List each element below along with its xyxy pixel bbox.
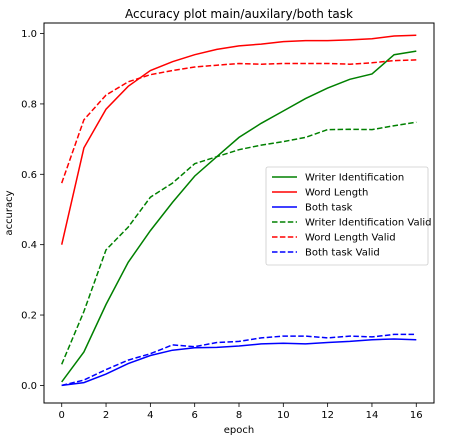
y-tick-label: 1.0 [21,29,37,40]
axis-ticks: 0 2 4 6 8 10 12 14 16 0.0 0.2 0.4 0.6 0.8 1.0 [21,29,423,421]
y-tick-label: 0.0 [21,381,37,392]
legend-label-both-task-valid: Both task Valid [305,248,380,259]
chart-title: Accuracy plot main/auxilary/both task [125,7,353,21]
series-lines [60,34,417,387]
y-tick-label: 0.4 [21,240,37,251]
x-tick-label: 14 [366,410,379,421]
x-tick-label: 8 [236,410,242,421]
x-tick-label: 6 [191,410,197,421]
legend-label-both-task: Both task [305,203,353,214]
x-tick-label: 4 [147,410,153,421]
x-tick-label: 10 [277,410,290,421]
legend-box [265,166,429,266]
series-line-both-task-valid [61,333,417,387]
series-line-both-task [61,338,417,387]
series-line-writer-identification-valid [61,121,417,365]
legend-label-writer-identification: Writer Identification [305,173,404,184]
series-line-word-length-valid [60,59,417,184]
x-tick-label: 12 [321,410,334,421]
legend-label-word-length-valid: Word Length Valid [305,233,396,244]
legend-label-word-length: Word Length [305,188,368,199]
series-line-word-length [60,34,417,245]
plot-frame [43,22,435,404]
y-tick-label: 0.2 [21,311,37,322]
x-tick-label: 16 [410,410,423,421]
x-tick-label: 0 [59,410,65,421]
x-axis-label: epoch [224,425,254,436]
y-axis-label: accuracy [4,190,15,235]
legend: Writer Identification Word Length Both tas… [265,166,432,266]
y-tick-label: 0.8 [21,99,37,110]
x-tick-label: 2 [103,410,109,421]
y-tick-label: 0.6 [21,170,37,181]
series-line-writer-identification [61,50,417,383]
legend-label-writer-identification-valid: Writer Identification Valid [305,218,432,229]
